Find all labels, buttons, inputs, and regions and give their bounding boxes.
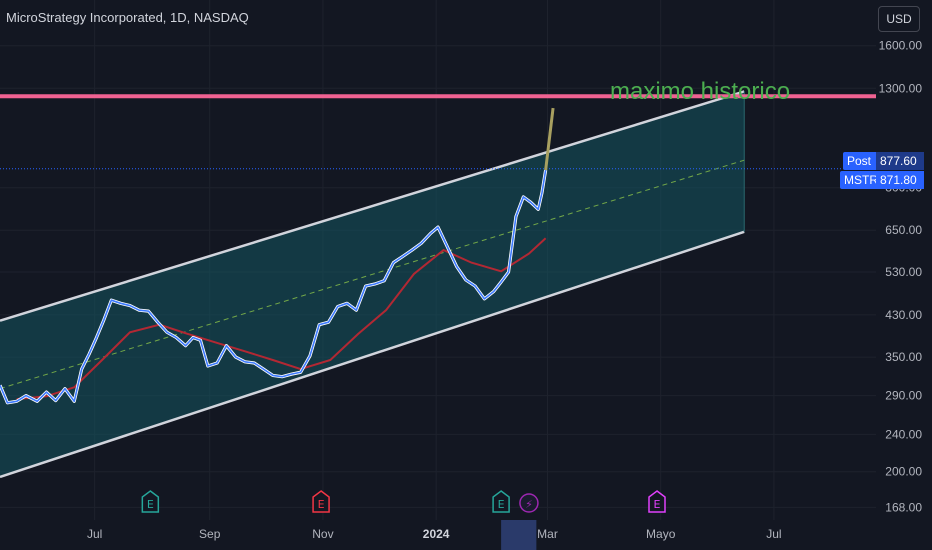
event-marker-shape <box>519 493 539 513</box>
event-marker-shape <box>648 490 666 513</box>
y-tick-label: 350.00 <box>885 350 922 364</box>
event-marker: E <box>312 490 330 513</box>
event-marker-shape <box>492 490 510 513</box>
x-tick-label: Mayo <box>646 527 676 541</box>
x-tick-label: 2024 <box>423 527 450 541</box>
y-tick-label: 430.00 <box>885 308 922 322</box>
event-marker-label: ⚡ <box>525 498 533 511</box>
event-marker-label: E <box>654 498 661 511</box>
post-badge-label: Post <box>843 152 876 170</box>
event-marker-label: E <box>318 498 325 511</box>
y-tick-label: 200.00 <box>885 465 922 479</box>
y-tick-label: 1300.00 <box>879 81 923 95</box>
x-tick-label: Jul <box>87 527 102 541</box>
event-marker-label: E <box>147 498 154 511</box>
x-axis-highlight <box>501 520 537 550</box>
channel-midline <box>0 159 745 390</box>
moving-average-line <box>16 237 547 401</box>
event-marker: E <box>141 490 160 513</box>
y-tick-label: 168.00 <box>885 500 922 514</box>
x-tick-label: Sep <box>199 527 221 541</box>
x-tick-label: Jul <box>766 527 781 541</box>
chart-title: MicroStrategy Incorporated, 1D, NASDAQ <box>6 10 249 25</box>
event-marker-shape <box>141 490 160 513</box>
y-tick-label: 530.00 <box>885 265 922 279</box>
channel-lower-line <box>0 230 745 479</box>
x-tick-label: Mar <box>537 527 558 541</box>
ticker-badge-label: MSTR <box>840 171 878 189</box>
projection-line <box>544 107 555 171</box>
y-tick-label: 1600.00 <box>879 39 923 53</box>
channel-upper-line <box>0 90 745 322</box>
ticker-badge-value: 871.80 <box>876 171 924 189</box>
x-tick-label: Nov <box>312 527 333 541</box>
y-tick-label: 650.00 <box>885 223 922 237</box>
currency-button[interactable]: USD <box>878 6 920 32</box>
post-badge-value: 877.60 <box>876 152 924 170</box>
price-line <box>0 169 547 404</box>
y-tick-label: 290.00 <box>885 389 922 403</box>
event-marker: E <box>648 490 666 513</box>
y-tick-label: 240.00 <box>885 427 922 441</box>
event-marker: ⚡ <box>519 493 539 513</box>
event-marker: E <box>492 490 510 513</box>
event-marker-shape <box>312 490 330 513</box>
annotation-text: maximo historico <box>610 78 791 105</box>
event-marker-label: E <box>498 498 505 511</box>
